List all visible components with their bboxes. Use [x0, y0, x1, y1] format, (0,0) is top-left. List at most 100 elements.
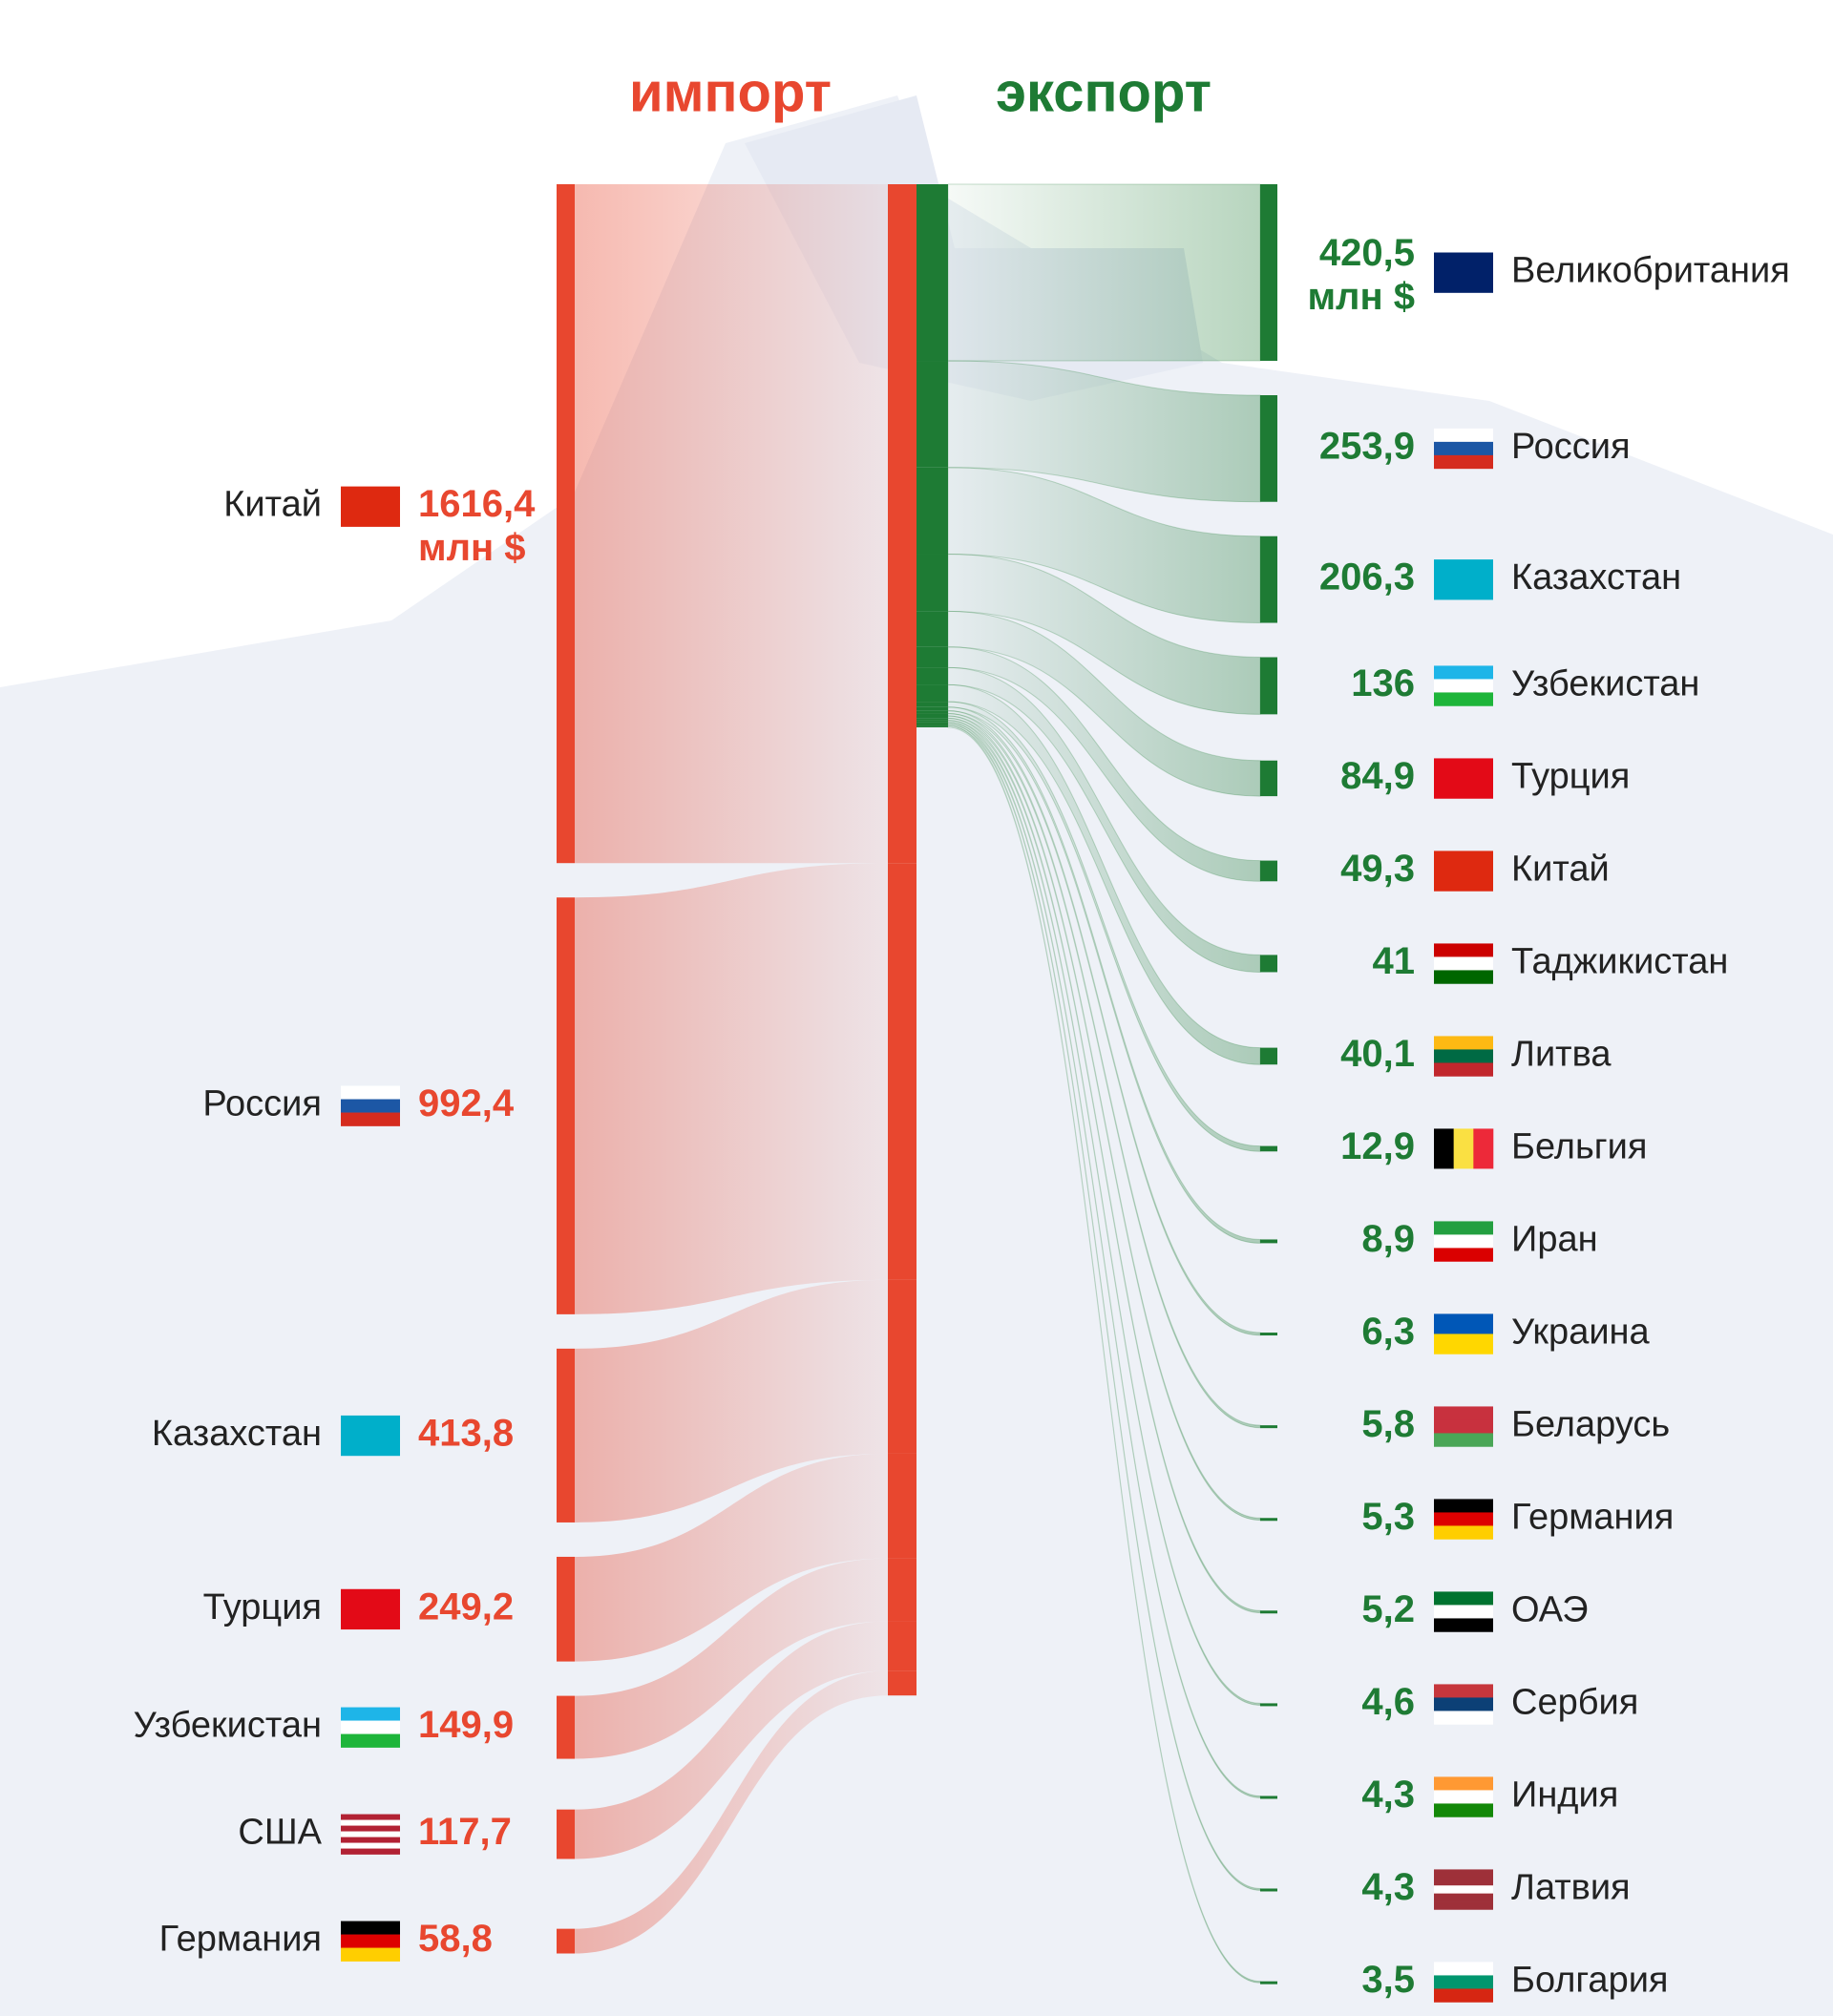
export-total-segment [916, 706, 948, 711]
export-flow [947, 706, 1261, 1244]
value-label: 40,1 [1340, 1033, 1415, 1075]
import-flow [575, 1453, 888, 1662]
import-total-segment [888, 863, 916, 1280]
import-bar [557, 1695, 575, 1759]
flag [1434, 970, 1493, 984]
flag [1434, 1406, 1493, 1420]
flag [1434, 1869, 1493, 1879]
unit-label: млн $ [418, 527, 526, 569]
unit-label: млн $ [1307, 276, 1415, 318]
value-label: 49,3 [1340, 848, 1415, 890]
export-bar [1260, 1333, 1277, 1336]
export-total-segment [916, 713, 948, 716]
country-name: Германия [159, 1920, 322, 1960]
flag [341, 1921, 400, 1935]
flag [1434, 1221, 1493, 1235]
export-total-segment [916, 724, 948, 726]
export-total-segment [916, 684, 948, 703]
value-label: 136 [1351, 662, 1415, 704]
flag [1434, 1885, 1493, 1894]
flag [1434, 454, 1493, 470]
country-name: Китай [223, 485, 322, 525]
flag [341, 1831, 400, 1838]
export-total-segment [916, 720, 948, 723]
export-total-segment [916, 702, 948, 707]
export-flow [947, 666, 1261, 973]
export-bar [1260, 955, 1277, 973]
import-total-segment [888, 1453, 916, 1559]
value-label: 8,9 [1361, 1218, 1415, 1260]
export-title: экспорт [996, 61, 1211, 123]
export-total-segment [916, 718, 948, 721]
export-total-segment [916, 715, 948, 719]
export-bar [1260, 760, 1277, 797]
import-flow [575, 1670, 888, 1954]
value-label: 41 [1373, 940, 1416, 982]
value-label: 5,2 [1361, 1588, 1415, 1630]
country-name: Иран [1511, 1219, 1598, 1259]
export-total-segment [916, 667, 948, 685]
value-label: 6,3 [1361, 1311, 1415, 1353]
flag [1434, 1711, 1493, 1725]
value-label: 1616,4 [418, 483, 536, 525]
flag [341, 1733, 400, 1748]
import-total-segment [888, 184, 916, 864]
flag [1434, 1605, 1493, 1619]
value-label: 117,7 [418, 1811, 512, 1853]
flag [1434, 1776, 1493, 1791]
flag [1453, 1128, 1474, 1169]
value-label: 992,4 [418, 1082, 515, 1124]
country-name: Латвия [1511, 1867, 1631, 1907]
export-bar [1260, 184, 1277, 362]
value-label: 4,3 [1361, 1866, 1415, 1908]
flag [1434, 679, 1493, 693]
flag [1434, 1591, 1493, 1606]
flag [1434, 559, 1493, 600]
flag [341, 1837, 400, 1843]
import-total-segment [888, 1279, 916, 1454]
export-bar [1260, 1047, 1277, 1065]
country-name: Турция [1511, 756, 1630, 796]
value-label: 206,3 [1319, 556, 1415, 598]
flag [1434, 1697, 1493, 1712]
flag [1434, 1684, 1493, 1698]
export-bar [1260, 1888, 1277, 1892]
country-name: Болгария [1511, 1960, 1669, 2000]
export-flow [947, 183, 1261, 362]
country-name: Беларусь [1511, 1404, 1670, 1444]
flag [1434, 1525, 1493, 1540]
flag [341, 1112, 400, 1126]
flag [1434, 1975, 1493, 1989]
export-total-segment [916, 361, 948, 468]
country-name: Китай [1511, 849, 1610, 889]
flag [341, 1415, 400, 1457]
country-name: ОАЭ [1511, 1589, 1589, 1629]
value-label: 12,9 [1340, 1125, 1415, 1167]
export-bar [1260, 395, 1277, 502]
export-total-segment [916, 611, 948, 647]
flag [1434, 1618, 1493, 1632]
flag [1434, 850, 1493, 892]
export-bar [1260, 860, 1277, 882]
flag [341, 1588, 400, 1630]
country-name: Таджикистан [1511, 941, 1728, 981]
value-label: 5,3 [1361, 1496, 1415, 1538]
import-bar [557, 1928, 575, 1954]
export-total-segment [916, 722, 948, 724]
export-bar [1260, 1239, 1277, 1244]
flag [341, 1934, 400, 1948]
import-total-segment [888, 1621, 916, 1671]
value-label: 4,6 [1361, 1681, 1415, 1723]
country-name: Узбекистан [134, 1706, 322, 1746]
flag [341, 1825, 400, 1832]
import-bar [557, 184, 575, 864]
value-label: 149,9 [418, 1704, 514, 1746]
export-total-segment [916, 184, 948, 362]
value-label: 5,8 [1361, 1403, 1415, 1445]
import-bar [557, 897, 575, 1314]
country-name: США [238, 1813, 322, 1853]
export-total-segment [916, 646, 948, 668]
flag [1434, 252, 1493, 293]
export-flow [947, 360, 1261, 503]
